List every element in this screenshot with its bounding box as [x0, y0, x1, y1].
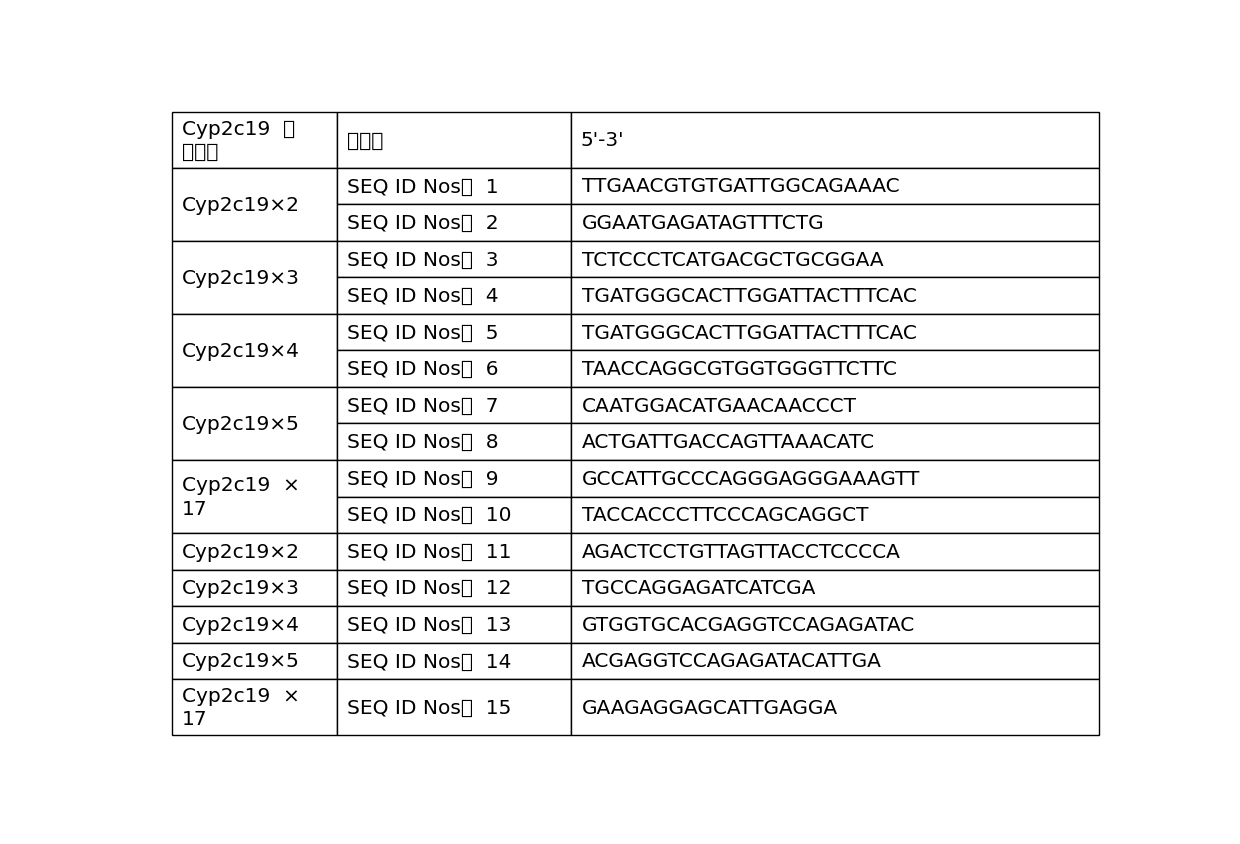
Bar — [172, 570, 337, 607]
Text: Cyp2c19×3: Cyp2c19×3 — [182, 579, 300, 598]
Text: SEQ ID Nos：  15: SEQ ID Nos： 15 — [347, 698, 511, 717]
Bar — [337, 387, 570, 424]
Bar — [337, 607, 570, 643]
Text: Cyp2c19×5: Cyp2c19×5 — [182, 414, 300, 434]
Text: ACGAGGTCCAGAGATACATTGA: ACGAGGTCCAGAGATACATTGA — [583, 652, 882, 671]
Text: SEQ ID Nos：  2: SEQ ID Nos： 2 — [347, 214, 498, 233]
Bar — [337, 570, 570, 607]
Bar — [172, 169, 337, 241]
Bar — [570, 497, 1099, 533]
Bar — [337, 643, 570, 679]
Text: GAAGAGGAGCATTGAGGA: GAAGAGGAGCATTGAGGA — [583, 698, 838, 717]
Bar — [570, 315, 1099, 351]
Text: SEQ ID Nos：  4: SEQ ID Nos： 4 — [347, 287, 498, 306]
Bar — [570, 169, 1099, 205]
Bar — [337, 205, 570, 241]
Bar — [172, 533, 337, 570]
Bar — [337, 679, 570, 735]
Bar — [570, 278, 1099, 315]
Text: Cyp2c19×2: Cyp2c19×2 — [182, 542, 300, 561]
Text: Cyp2c19×5: Cyp2c19×5 — [182, 652, 300, 671]
Bar — [172, 461, 337, 533]
Text: SEQ ID Nos：  13: SEQ ID Nos： 13 — [347, 615, 511, 634]
Text: 5'-3': 5'-3' — [580, 131, 624, 150]
Bar — [570, 461, 1099, 497]
Text: CAATGGACATGAACAACCCT: CAATGGACATGAACAACCCT — [583, 396, 857, 415]
Text: SEQ ID Nos：  11: SEQ ID Nos： 11 — [347, 542, 511, 561]
Text: ACTGATTGACCAGTTAAACATC: ACTGATTGACCAGTTAAACATC — [583, 433, 875, 452]
Text: GGAATGAGATAGTTTCTG: GGAATGAGATAGTTTCTG — [583, 214, 825, 233]
Bar — [337, 497, 570, 533]
Text: SEQ ID Nos：  3: SEQ ID Nos： 3 — [347, 250, 498, 269]
Bar — [570, 424, 1099, 461]
Bar — [570, 643, 1099, 679]
Bar — [337, 351, 570, 387]
Bar — [172, 679, 337, 735]
Text: TAACCAGGCGTGGTGGGTTCTTC: TAACCAGGCGTGGTGGGTTCTTC — [583, 360, 897, 379]
Text: TGCCAGGAGATCATCGA: TGCCAGGAGATCATCGA — [583, 579, 816, 598]
Text: 序列号: 序列号 — [347, 131, 383, 150]
Text: SEQ ID Nos：  14: SEQ ID Nos： 14 — [347, 652, 511, 671]
Bar — [570, 387, 1099, 424]
Bar — [337, 533, 570, 570]
Text: TGATGGGCACTTGGATTACTTTCAC: TGATGGGCACTTGGATTACTTTCAC — [583, 323, 918, 342]
Bar — [337, 241, 570, 278]
Text: SEQ ID Nos：  5: SEQ ID Nos： 5 — [347, 323, 498, 342]
Text: SEQ ID Nos：  9: SEQ ID Nos： 9 — [347, 469, 498, 488]
Bar — [172, 607, 337, 643]
Text: Cyp2c19  基
因片段: Cyp2c19 基 因片段 — [182, 120, 295, 162]
Text: Cyp2c19×2: Cyp2c19×2 — [182, 196, 300, 214]
Text: SEQ ID Nos：  8: SEQ ID Nos： 8 — [347, 433, 498, 452]
Bar — [172, 643, 337, 679]
Text: Cyp2c19×3: Cyp2c19×3 — [182, 268, 300, 288]
Bar — [337, 461, 570, 497]
Bar — [172, 315, 337, 387]
Bar — [570, 570, 1099, 607]
Bar — [337, 169, 570, 205]
Bar — [570, 533, 1099, 570]
Bar — [172, 113, 337, 169]
Text: TGATGGGCACTTGGATTACTTTCAC: TGATGGGCACTTGGATTACTTTCAC — [583, 287, 918, 306]
Text: AGACTCCTGTTAGTTACCTCCCCA: AGACTCCTGTTAGTTACCTCCCCA — [583, 542, 901, 561]
Bar — [337, 278, 570, 315]
Text: Cyp2c19×4: Cyp2c19×4 — [182, 342, 300, 360]
Text: SEQ ID Nos：  7: SEQ ID Nos： 7 — [347, 396, 498, 415]
Bar — [570, 679, 1099, 735]
Bar — [172, 387, 337, 461]
Text: TACCACCCTTCCCAGCAGGCT: TACCACCCTTCCCAGCAGGCT — [583, 506, 869, 525]
Text: SEQ ID Nos：  12: SEQ ID Nos： 12 — [347, 579, 511, 598]
Text: TTGAACGTGTGATTGGCAGAAAC: TTGAACGTGTGATTGGCAGAAAC — [583, 177, 900, 196]
Bar — [570, 113, 1099, 169]
Text: Cyp2c19  ×
17: Cyp2c19 × 17 — [182, 476, 300, 518]
Bar — [570, 241, 1099, 278]
Text: SEQ ID Nos：  6: SEQ ID Nos： 6 — [347, 360, 498, 379]
Text: GCCATTGCCCAGGGAGGGAAAGTT: GCCATTGCCCAGGGAGGGAAAGTT — [583, 469, 920, 488]
Bar — [337, 315, 570, 351]
Bar — [570, 205, 1099, 241]
Text: SEQ ID Nos：  1: SEQ ID Nos： 1 — [347, 177, 498, 196]
Bar — [337, 113, 570, 169]
Bar — [337, 424, 570, 461]
Bar — [570, 351, 1099, 387]
Bar — [172, 241, 337, 315]
Text: Cyp2c19×4: Cyp2c19×4 — [182, 615, 300, 634]
Text: Cyp2c19  ×
17: Cyp2c19 × 17 — [182, 686, 300, 728]
Bar — [570, 607, 1099, 643]
Text: TCTCCCTCATGACGCTGCGGAA: TCTCCCTCATGACGCTGCGGAA — [583, 250, 884, 269]
Text: GTGGTGCACGAGGTCCAGAGATAC: GTGGTGCACGAGGTCCAGAGATAC — [583, 615, 915, 634]
Text: SEQ ID Nos：  10: SEQ ID Nos： 10 — [347, 506, 511, 525]
